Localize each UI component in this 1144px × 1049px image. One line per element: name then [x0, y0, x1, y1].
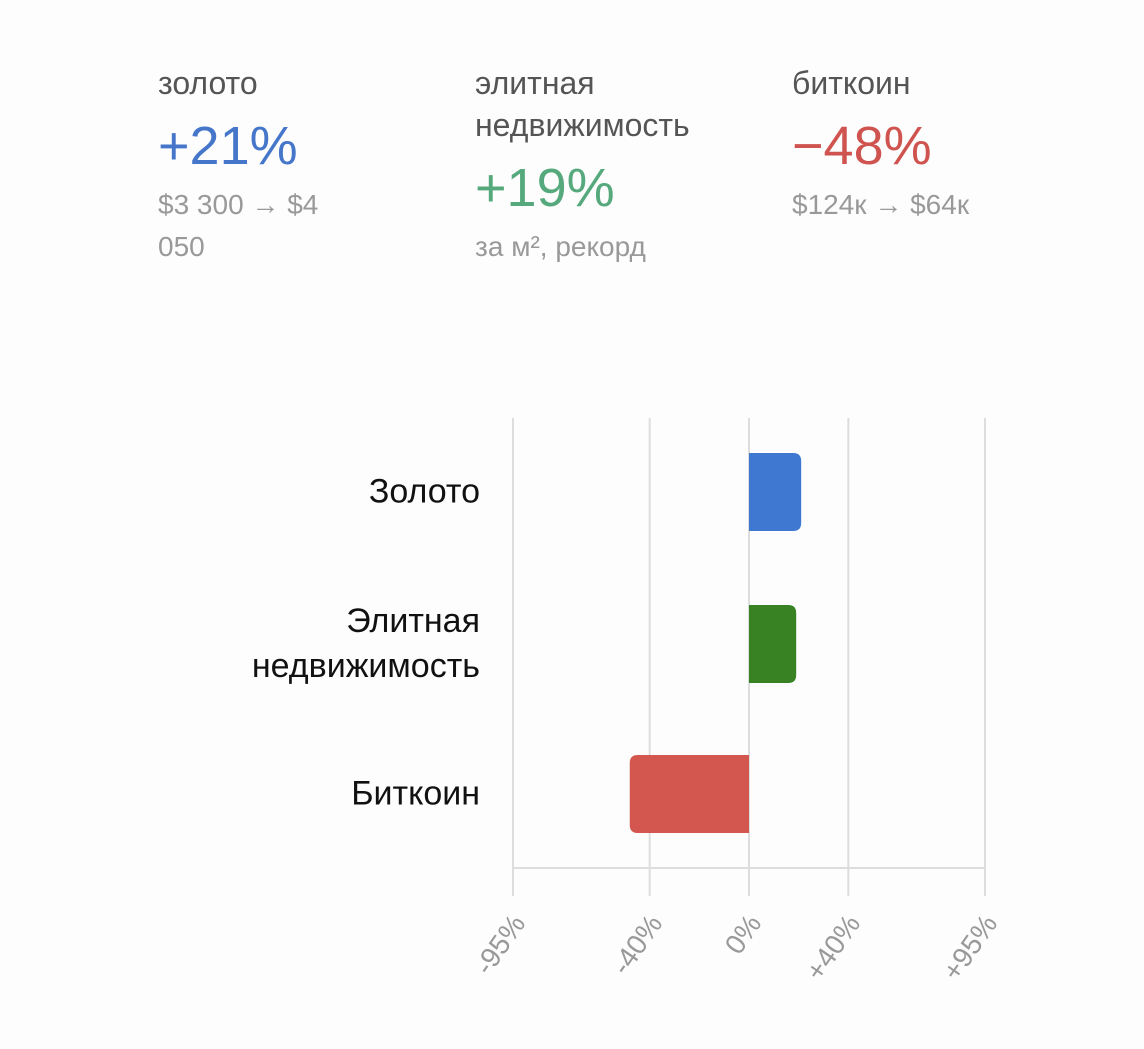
card-value: +21%: [158, 116, 298, 176]
card-note: $3 300 → $4 050: [158, 189, 319, 262]
y-tick-label: Биткоин: [351, 774, 480, 813]
bar: [629, 755, 749, 833]
card-value: +19%: [475, 158, 615, 218]
card: элитная недвижимость +19% за м², рекорд: [475, 62, 750, 268]
card-note: за м², рекорд: [475, 231, 646, 262]
card-label: биткоин: [792, 65, 911, 101]
card-value: −48%: [792, 116, 932, 176]
card: золото +21% $3 300 → $4 050: [158, 62, 353, 268]
card-note: $124к → $64к: [792, 189, 970, 220]
card: биткоин −48% $124к → $64к: [792, 62, 1052, 226]
bar: [749, 453, 802, 531]
bar: [749, 605, 797, 683]
y-tick-label: Золото: [368, 472, 480, 511]
y-tick-label: Элитная недвижимость: [251, 602, 480, 685]
card-label: золото: [158, 65, 258, 101]
card-label: элитная недвижимость: [475, 65, 690, 143]
